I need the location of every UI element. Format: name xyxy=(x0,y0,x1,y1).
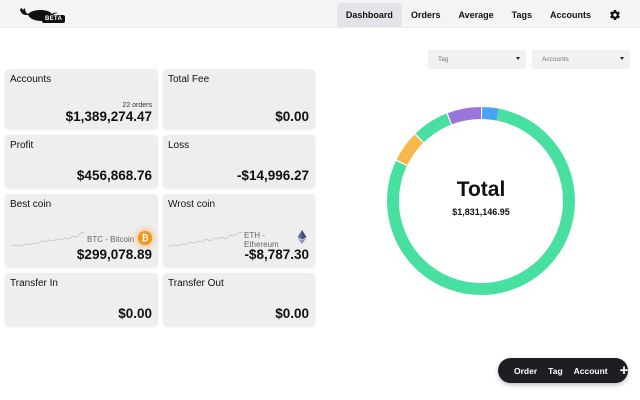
bitcoin-icon: ₿ xyxy=(138,231,152,245)
card-title: Wrost coin xyxy=(168,199,216,210)
add-order-button[interactable]: Order xyxy=(514,365,538,376)
total-fee-value: $0.00 xyxy=(275,109,309,124)
total-donut-chart xyxy=(387,107,575,295)
accounts-select[interactable]: Accounts xyxy=(532,50,630,69)
card-title: Profit xyxy=(10,140,34,151)
card-title: Accounts xyxy=(10,74,52,85)
gear-icon[interactable] xyxy=(604,4,626,26)
worst-coin-label-line2: Ethereum xyxy=(244,240,279,249)
best-coin-sparkline xyxy=(11,231,86,247)
card-title: Transfer Out xyxy=(168,278,224,289)
worst-coin-card: Wrost coin ETH - Ethereum -$8,787.30 xyxy=(163,194,315,267)
caret-down-icon xyxy=(516,57,520,60)
card-title: Total Fee xyxy=(168,74,210,85)
donut-total-value: $1,831,146.95 xyxy=(452,207,510,217)
accounts-select-placeholder: Accounts xyxy=(542,56,569,63)
donut-segment-4[interactable] xyxy=(387,107,575,295)
best-coin-value: $299,078.89 xyxy=(76,247,152,262)
transfer-out-value: $0.00 xyxy=(275,306,309,321)
transfer-in-card: Transfer In $0.00 xyxy=(5,273,158,326)
worst-coin-sparkline xyxy=(169,231,244,247)
nav-orders[interactable]: Orders xyxy=(410,10,441,20)
total-fee-card: Total Fee $0.00 xyxy=(163,69,315,129)
tag-select-placeholder: Tag xyxy=(438,56,449,63)
best-coin-card: Best coin BTC - Bitcoin ₿ $299,078.89 xyxy=(5,194,158,267)
accounts-card: Accounts 22 orders $1,389,274.47 xyxy=(5,69,158,129)
nav-accounts[interactable]: Accounts xyxy=(549,10,591,20)
nav-average[interactable]: Average xyxy=(458,10,494,20)
donut-title: Total xyxy=(456,178,506,201)
loss-value: -$14,996.27 xyxy=(236,168,309,183)
orders-count: 22 orders xyxy=(122,102,152,109)
loss-card: Loss -$14,996.27 xyxy=(163,135,315,188)
add-account-button[interactable]: Account xyxy=(573,365,608,376)
accounts-value: $1,389,274.47 xyxy=(65,109,152,124)
beta-badge: BETA xyxy=(42,15,66,23)
card-title: Transfer In xyxy=(10,278,58,289)
transfer-out-card: Transfer Out $0.00 xyxy=(163,273,315,326)
profit-value: $456,868.76 xyxy=(76,168,152,183)
caret-down-icon xyxy=(620,57,624,60)
nav-dashboard[interactable]: Dashboard xyxy=(336,3,402,27)
profit-card: Profit $456,868.76 xyxy=(5,135,158,188)
main-nav: Dashboard Orders Average Tags Accounts xyxy=(336,3,626,27)
top-nav-bar: BETA Dashboard Orders Average Tags Accou… xyxy=(0,0,640,28)
tag-select[interactable]: Tag xyxy=(428,50,526,69)
donut-center: Total $1,831,146.95 xyxy=(384,178,578,217)
card-title: Loss xyxy=(168,140,190,151)
donut-segment-1[interactable] xyxy=(387,107,575,295)
best-coin-label: BTC - Bitcoin xyxy=(87,235,135,244)
worst-coin-value: -$8,787.30 xyxy=(244,247,309,262)
transfer-in-value: $0.00 xyxy=(118,306,152,321)
ethereum-icon xyxy=(297,230,307,244)
worst-coin-label-line1: ETH - xyxy=(244,231,265,240)
card-title: Best coin xyxy=(10,199,52,210)
add-tag-button[interactable]: Tag xyxy=(548,365,563,376)
plus-icon[interactable]: + xyxy=(619,362,629,379)
quick-add-bar: Order Tag Account + xyxy=(498,358,628,383)
nav-tags[interactable]: Tags xyxy=(511,10,532,20)
